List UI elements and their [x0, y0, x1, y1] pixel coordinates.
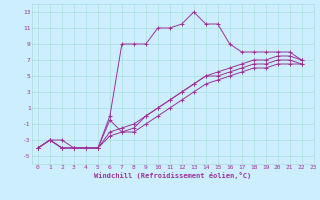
- X-axis label: Windchill (Refroidissement éolien,°C): Windchill (Refroidissement éolien,°C): [94, 172, 252, 179]
